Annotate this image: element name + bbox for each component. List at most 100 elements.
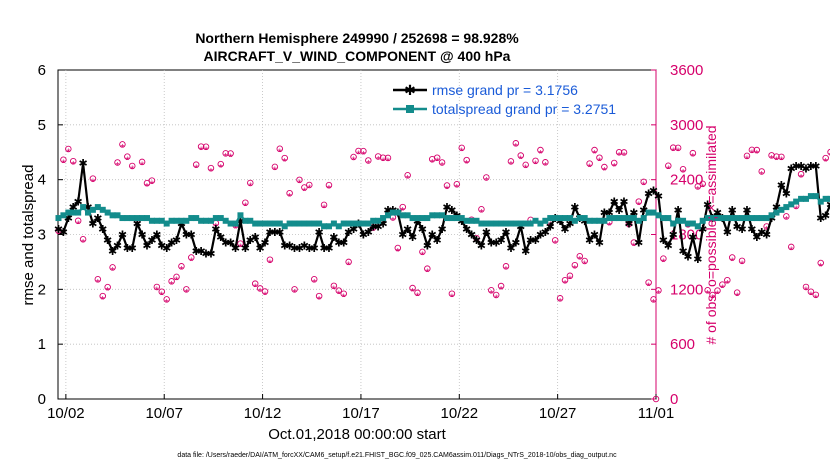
obs-assimilated-marker: * (116, 161, 120, 172)
rmse-point: ✱ (629, 208, 638, 220)
totalspread-point (311, 220, 318, 227)
rmse-point: ✱ (310, 243, 319, 255)
rmse-point: ✱ (634, 238, 643, 250)
left-tick-label: 1 (38, 336, 46, 353)
totalspread-point (763, 215, 770, 222)
rmse-point: ✱ (541, 227, 550, 239)
obs-possible-marker (738, 257, 746, 265)
obs-assimilated-marker: * (775, 155, 779, 166)
obs-possible-marker (227, 150, 234, 157)
totalspread-point (247, 217, 254, 224)
obs-possible-marker (733, 289, 741, 296)
obs-possible-marker (542, 159, 549, 166)
totalspread-point (684, 220, 691, 227)
rmse-point: ✱ (59, 227, 68, 239)
obs-assimilated-marker: * (657, 289, 661, 300)
obs-possible-marker (153, 283, 161, 291)
rmse-point: ✱ (654, 191, 663, 203)
rmse-point: ✱ (133, 219, 142, 231)
obs-possible-marker (99, 292, 107, 300)
totalspread-point (802, 195, 809, 202)
obs-possible-marker (635, 198, 643, 205)
rmse-point: ✱ (624, 219, 633, 231)
totalspread-point (547, 215, 554, 222)
totalspread-point (168, 217, 175, 224)
rmse-point: ✱ (428, 230, 437, 242)
obs-possible-marker (753, 146, 761, 154)
rmse-point: ✱ (605, 208, 614, 220)
totalspread-point (527, 220, 534, 227)
obs-assimilated-marker: * (524, 164, 528, 175)
rmse-point: ✱ (413, 216, 422, 228)
totalspread-point (783, 204, 790, 211)
rmse-point: ✱ (98, 224, 107, 236)
totalspread-point (650, 209, 657, 216)
totalspread-point (453, 215, 460, 222)
rmse-point: ✱ (147, 235, 156, 247)
totalspread-point (507, 220, 514, 227)
obs-assimilated-marker: * (819, 262, 823, 273)
obs-assimilated-marker: * (696, 185, 700, 196)
obs-possible-marker (802, 283, 810, 291)
totalspread-point (365, 220, 372, 227)
rmse-point: ✱ (816, 213, 825, 225)
obs-assimilated-marker: * (81, 238, 85, 249)
totalspread-point (60, 212, 67, 219)
rmse-point: ✱ (516, 221, 525, 233)
rmse-point: ✱ (88, 219, 97, 231)
obs-assimilated-marker: * (366, 159, 370, 170)
totalspread-point (753, 215, 760, 222)
totalspread-point (621, 215, 628, 222)
obs-assimilated-marker: * (327, 184, 331, 195)
totalspread-point (748, 215, 755, 222)
rmse-point: ✱ (256, 243, 265, 255)
obs-assimilated-marker: * (71, 160, 75, 171)
obs-possible-marker (104, 283, 111, 291)
rmse-point: ✱ (236, 216, 245, 228)
totalspread-point (153, 217, 160, 224)
totalspread-point (212, 215, 219, 222)
obs-possible-marker (138, 158, 146, 166)
totalspread-point (104, 209, 111, 216)
rmse-point: ✱ (570, 202, 579, 214)
obs-possible-marker (596, 154, 603, 161)
obs-assimilated-marker: * (716, 289, 720, 300)
totalspread-point (380, 215, 387, 222)
obs-assimilated-marker: * (435, 156, 439, 167)
obs-assimilated-marker: * (224, 152, 228, 163)
obs-possible-marker (591, 146, 598, 154)
rmse-point: ✱ (270, 227, 279, 239)
obs-assimilated-marker: * (489, 289, 493, 300)
obs-assimilated-marker: * (189, 256, 193, 267)
obs-assimilated-marker: * (440, 161, 444, 172)
chart-title-line2: AIRCRAFT_V_WIND_COMPONENT @ 400 hPa (204, 48, 511, 64)
obs-assimilated-marker: * (647, 281, 651, 292)
obs-possible-marker (124, 153, 131, 160)
obs-possible-marker (266, 256, 274, 263)
rmse-point: ✱ (344, 227, 353, 239)
obs-possible-marker (586, 160, 593, 167)
obs-assimilated-marker: * (455, 183, 459, 194)
obs-assimilated-marker: * (258, 287, 262, 298)
rmse-point: ✱ (487, 238, 496, 250)
rmse-point: ✱ (477, 240, 486, 252)
obs-assimilated-marker: * (155, 286, 159, 297)
obs-possible-marker (787, 243, 795, 251)
totalspread-point (242, 217, 249, 224)
obs-assimilated-marker: * (479, 208, 483, 219)
totalspread-point (330, 220, 337, 227)
obs-possible-marker (812, 291, 820, 299)
obs-assimilated-marker: * (602, 166, 606, 177)
totalspread-point (286, 220, 293, 227)
obs-possible-marker (129, 162, 136, 170)
legend: ✱ rmse grand pr = 3.1756 totalspread gra… (393, 82, 616, 117)
obs-assimilated-marker: * (730, 256, 734, 267)
obs-assimilated-marker: * (283, 157, 287, 168)
totalspread-point (389, 209, 396, 216)
obs-assimilated-marker: * (288, 192, 292, 203)
rmse-point: ✱ (364, 227, 373, 239)
right-tick-label: 1200 (670, 281, 703, 298)
obs-possible-marker (660, 255, 667, 262)
totalspread-point (158, 217, 165, 224)
obs-assimilated-marker: * (779, 156, 783, 167)
